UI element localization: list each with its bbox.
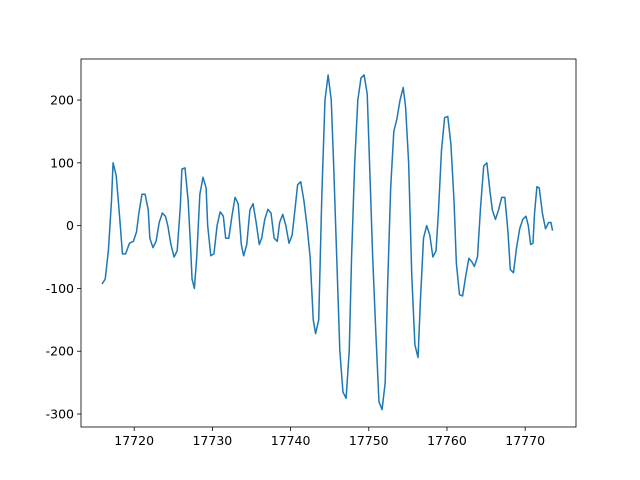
y-tick-label: -300 <box>46 407 74 422</box>
y-tick-label: 200 <box>50 93 74 108</box>
x-tick-label: 17730 <box>192 433 232 448</box>
y-tick-label: -200 <box>46 344 74 359</box>
x-tick-label: 17770 <box>505 433 545 448</box>
x-tick-label: 17750 <box>349 433 389 448</box>
axes-frame <box>80 58 577 428</box>
x-tick-label: 17720 <box>114 433 154 448</box>
x-tick-label: 17740 <box>271 433 311 448</box>
y-tick-label: -100 <box>46 281 74 296</box>
x-tick-label: 17760 <box>427 433 467 448</box>
y-tick-label: 0 <box>66 218 74 233</box>
data-line <box>101 74 554 411</box>
y-tick-label: 100 <box>50 155 74 170</box>
